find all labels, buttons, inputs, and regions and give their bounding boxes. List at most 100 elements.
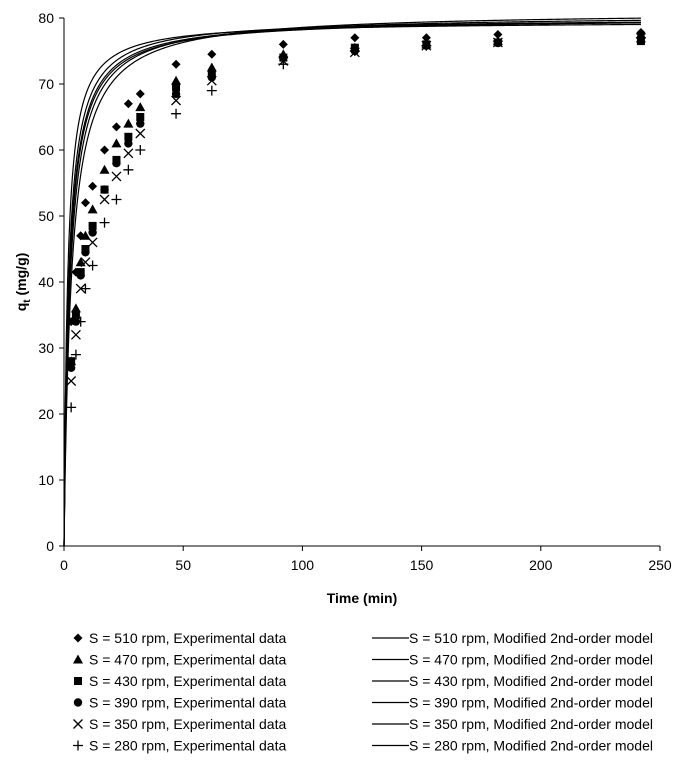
data-point-390rpm [88, 228, 97, 237]
data-point-430rpm [172, 83, 181, 92]
legend-label-model-470rpm: S = 470 rpm, Modified 2nd-order model [409, 652, 653, 668]
data-point-280rpm [75, 316, 86, 327]
legend-marker-430rpm [74, 677, 82, 685]
x-ticks: 0 50 100 150 200 250 [60, 546, 672, 573]
legend-marker-470rpm [73, 654, 83, 664]
data-point-280rpm [123, 164, 134, 175]
legend-marker-350rpm [73, 719, 83, 729]
legend-label-model-350rpm: S = 350 rpm, Modified 2nd-order model [409, 716, 653, 732]
data-point-350rpm [135, 128, 146, 139]
data-point-470rpm [99, 164, 110, 174]
y-tick-label: 70 [38, 76, 54, 92]
legend-label-model-510rpm: S = 510 rpm, Modified 2nd-order model [409, 630, 653, 646]
legend-label-exp-470rpm: S = 470 rpm, Experimental data [89, 652, 286, 668]
data-point-280rpm [99, 217, 110, 228]
y-tick-label: 30 [38, 340, 54, 356]
data-point-350rpm [87, 237, 98, 248]
data-point-510rpm [493, 30, 503, 39]
legend-label-model-430rpm: S = 430 rpm, Modified 2nd-order model [409, 673, 653, 689]
data-point-510rpm [207, 49, 217, 59]
data-point-390rpm [81, 248, 90, 257]
data-point-390rpm [112, 159, 121, 168]
data-point-470rpm [87, 204, 98, 214]
data-point-470rpm [135, 102, 146, 112]
data-point-350rpm [206, 75, 217, 86]
y-ticks: 0 10 20 30 40 50 60 70 80 [38, 10, 64, 554]
data-point-280rpm [171, 108, 182, 119]
legend-label-model-390rpm: S = 390 rpm, Modified 2nd-order model [409, 695, 653, 711]
legend: S = 510 rpm, Experimental data S = 510 rp… [73, 630, 653, 754]
data-point-470rpm [171, 75, 182, 85]
data-point-470rpm [80, 230, 91, 240]
data-point-350rpm [111, 171, 122, 182]
data-point-510rpm [421, 33, 431, 43]
y-tick-label: 80 [38, 10, 54, 26]
data-point-510rpm [80, 198, 90, 208]
data-point-280rpm [278, 59, 289, 70]
data-point-350rpm [171, 95, 182, 106]
data-point-390rpm [124, 139, 133, 148]
x-axis-title: Time (min) [327, 590, 398, 606]
data-point-280rpm [349, 46, 360, 56]
data-point-390rpm [171, 89, 181, 99]
model-curve-390rpm [63, 22, 641, 547]
legend-label-exp-430rpm: S = 430 rpm, Experimental data [89, 673, 286, 689]
model-curve-350rpm [63, 19, 641, 547]
model-curve-510rpm [63, 23, 641, 547]
legend-label-exp-350rpm: S = 350 rpm, Experimental data [89, 716, 286, 732]
data-point-510rpm [278, 39, 288, 49]
model-curve-280rpm [63, 17, 641, 547]
data-point-390rpm [100, 185, 109, 194]
data-points [66, 28, 646, 413]
legend-marker-280rpm [73, 740, 83, 751]
data-point-510rpm [350, 33, 360, 43]
legend-label-model-280rpm: S = 280 rpm, Modified 2nd-order model [409, 738, 653, 754]
data-point-470rpm [70, 303, 81, 313]
data-point-280rpm [635, 32, 646, 43]
y-axis-title-subscript: t [22, 299, 33, 303]
data-point-280rpm [492, 36, 503, 47]
y-tick-label: 0 [46, 538, 54, 554]
x-tick-label: 0 [60, 557, 68, 573]
y-axis-title-unit: (mg/g) [13, 253, 29, 300]
legend-marker-510rpm [73, 633, 83, 643]
data-point-280rpm [70, 349, 81, 360]
data-point-510rpm [171, 59, 181, 69]
data-point-470rpm [206, 62, 217, 72]
data-point-350rpm [66, 376, 77, 386]
y-tick-label: 20 [38, 406, 54, 422]
legend-label-exp-280rpm: S = 280 rpm, Experimental data [89, 738, 286, 754]
model-curve-430rpm [63, 22, 641, 547]
data-point-280rpm [135, 145, 146, 155]
data-point-350rpm [123, 148, 134, 159]
data-point-430rpm [136, 113, 145, 121]
y-tick-label: 10 [38, 472, 54, 488]
x-tick-label: 250 [648, 557, 672, 573]
x-tick-label: 200 [529, 557, 553, 573]
data-point-350rpm [99, 194, 110, 205]
legend-label-exp-510rpm: S = 510 rpm, Experimental data [89, 630, 286, 646]
data-point-390rpm [76, 271, 85, 280]
x-tick-label: 100 [291, 557, 315, 573]
data-point-430rpm [67, 357, 76, 366]
legend-label-exp-390rpm: S = 390 rpm, Experimental data [89, 695, 286, 711]
y-tick-label: 60 [38, 142, 54, 158]
data-point-510rpm [111, 122, 121, 132]
x-tick-label: 50 [175, 557, 191, 573]
data-point-390rpm [136, 119, 145, 128]
data-point-280rpm [111, 194, 122, 205]
data-point-280rpm [66, 402, 77, 413]
model-curve-470rpm [63, 21, 641, 547]
data-point-390rpm [66, 363, 76, 372]
data-point-430rpm [71, 311, 80, 319]
data-point-280rpm [206, 85, 217, 96]
data-point-280rpm [87, 260, 98, 271]
data-point-470rpm [111, 138, 122, 148]
data-point-510rpm [123, 99, 133, 109]
data-point-510rpm [88, 181, 98, 191]
data-point-350rpm [70, 329, 81, 340]
legend-marker-390rpm [73, 698, 83, 707]
y-axis-title-main: q [13, 303, 29, 312]
data-point-430rpm [124, 132, 133, 141]
